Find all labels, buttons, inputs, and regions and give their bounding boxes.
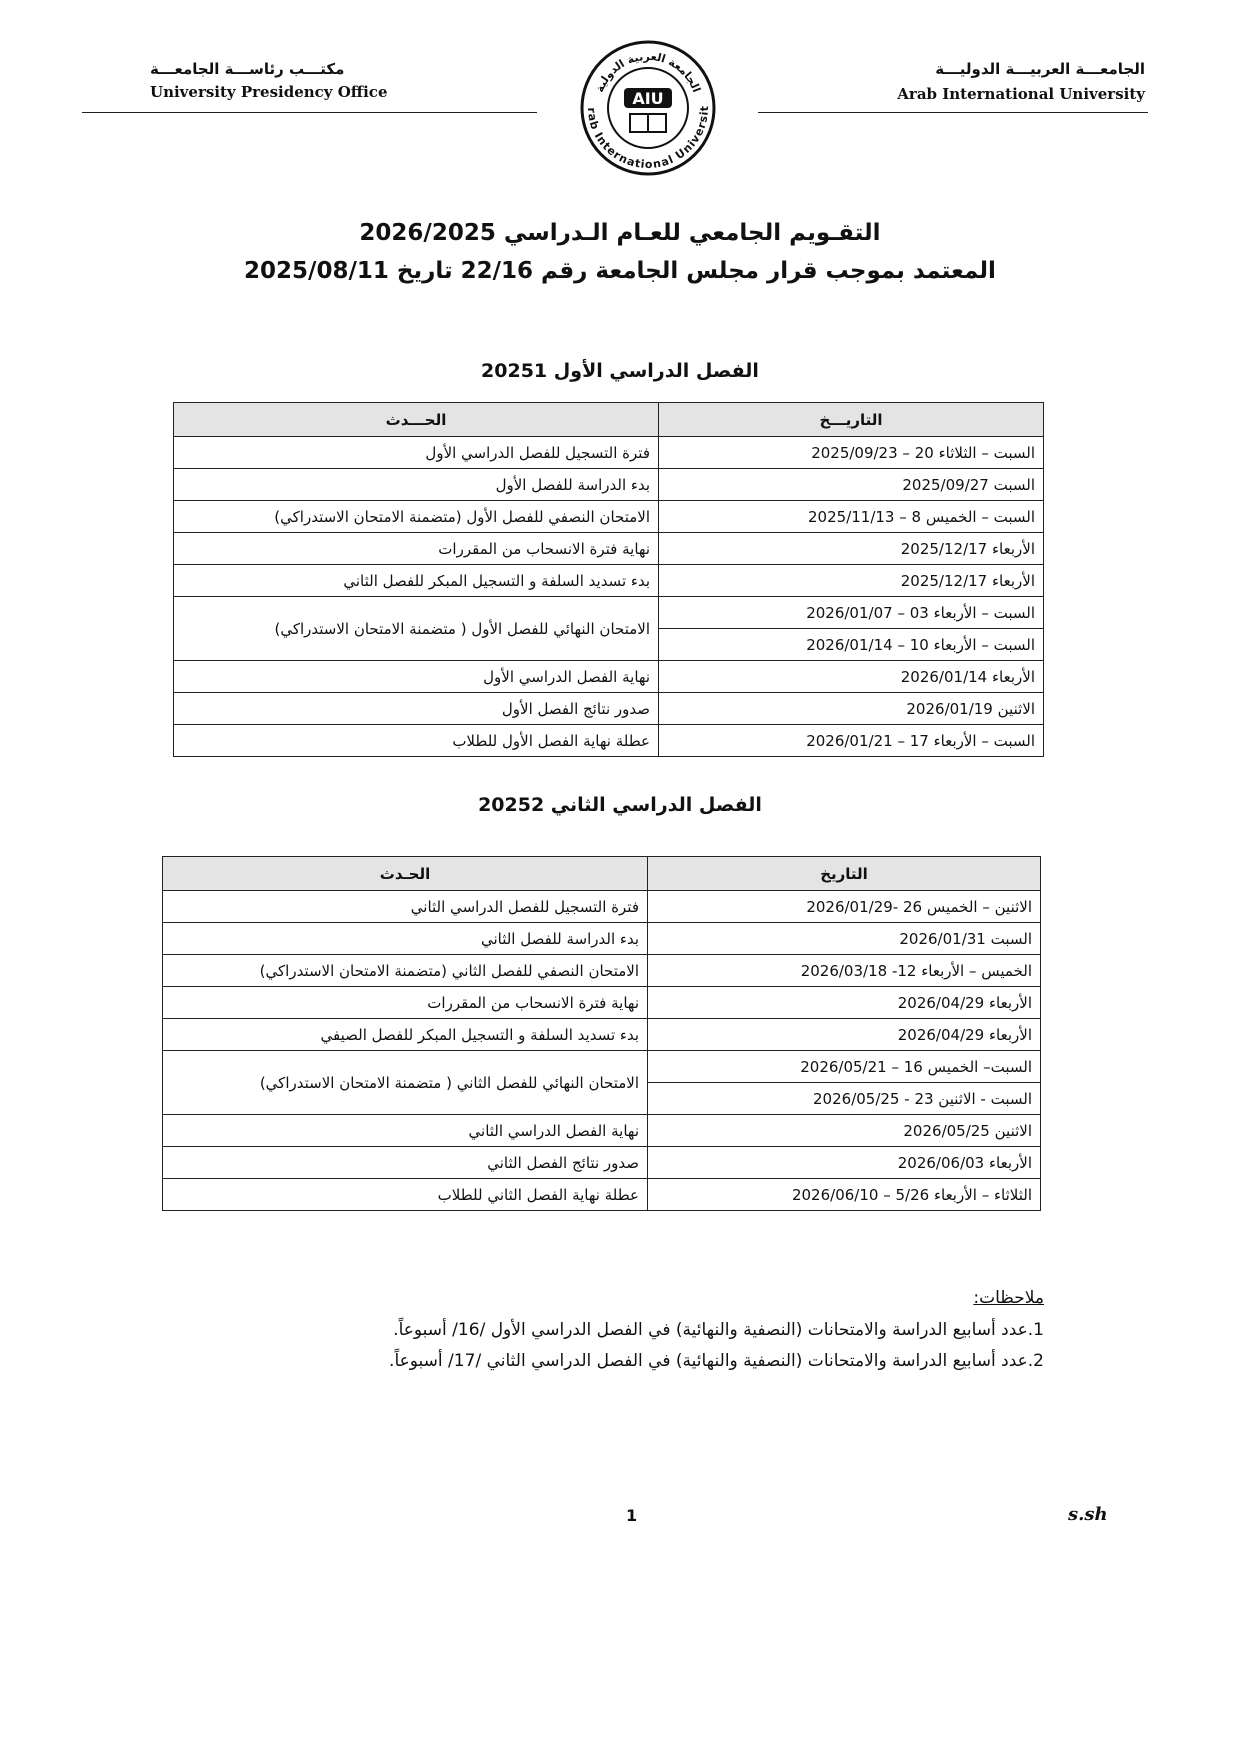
logo-ring <box>607 67 689 149</box>
header-rule <box>758 112 1148 113</box>
date-cell: السبت 2025/09/27 <box>658 468 1044 501</box>
row: السبت– الخميس 16 – 2026/05/21 الامتحان ال… <box>162 1050 1041 1115</box>
event-cell: بدء تسديد السلفة و التسجيل المبكر للفصل … <box>173 564 659 597</box>
notes-title: ملاحظات: <box>973 1288 1044 1308</box>
event-cell: الامتحان النهائي للفصل الثاني ( متضمنة ا… <box>162 1050 648 1115</box>
date-cell: الخميس – الأربعاء 12- 2026/03/18 <box>647 954 1041 987</box>
logo-arc-ar-path: الجامعة العربية الدولية <box>593 50 703 94</box>
event-cell: نهاية الفصل الدراسي الأول <box>173 660 659 693</box>
row: السبت – الأربعاء 17 – 2026/01/21 عطلة نها… <box>173 724 1044 757</box>
date-cell: الأربعاء 2025/12/17 <box>658 564 1044 597</box>
event-cell: فترة التسجيل للفصل الدراسي الثاني <box>162 890 648 923</box>
semester-table: التاريخ الحـدث الاثنين – الخميس 26 -2026/0… <box>162 856 1041 1211</box>
row: الأربعاء 2026/04/29 بدء تسديد السلفة و ال… <box>162 1018 1041 1051</box>
initials: s.sh <box>1068 1504 1108 1525</box>
event-cell: بدء الدراسة للفصل الثاني <box>162 922 648 955</box>
event-cell: نهاية الفصل الدراسي الثاني <box>162 1114 648 1147</box>
event-cell: صدور نتائج الفصل الثاني <box>162 1146 648 1179</box>
header-right-ar: الجامعـــة العربيـــة الدوليـــة <box>935 60 1145 78</box>
logo-arc-ar: الجامعة العربية الدولية <box>593 50 703 94</box>
row: الأربعاء 2026/06/03 صدور نتائج الفصل الثا… <box>162 1146 1041 1179</box>
title-line: التقـويم الجامعي للعـام الـدراسي 2026/20… <box>359 220 881 246</box>
row: السبت – الأربعاء 03 – 2026/01/07 الامتحان… <box>173 596 1044 661</box>
event-cell: بدء تسديد السلفة و التسجيل المبكر للفصل … <box>162 1018 648 1051</box>
date-cell: الاثنين – الخميس 26 -2026/01/29 <box>647 890 1041 923</box>
row: الأربعاء 2026/01/14 نهاية الفصل الدراسي ا… <box>173 660 1044 693</box>
logo-abbr: AIU <box>632 89 663 108</box>
date-cell: الأربعاء 2026/06/03 <box>647 1146 1041 1179</box>
header-left-en: University Presidency Office <box>150 83 388 101</box>
header-row: التاريخ الحـدث <box>162 856 1041 891</box>
date-cell: الثلاثاء – الأربعاء 5/26 – 2026/06/10 <box>647 1178 1041 1211</box>
row: السبت – الثلاثاء 20 – 2025/09/23 فترة الت… <box>173 436 1044 469</box>
event-cell: نهاية فترة الانسحاب من المقررات <box>162 986 648 1019</box>
event-cell: بدء الدراسة للفصل الأول <box>173 468 659 501</box>
header-cell: الحـــدث <box>173 402 659 437</box>
header-left-ar: مكتـــب رئاســـة الجامعـــة <box>150 60 345 78</box>
row: الثلاثاء – الأربعاء 5/26 – 2026/06/10 عطل… <box>162 1178 1041 1211</box>
event-cell: الامتحان النهائي للفصل الأول ( متضمنة ال… <box>173 596 659 661</box>
page-number: 1 <box>626 1506 638 1525</box>
event-cell: فترة التسجيل للفصل الدراسي الأول <box>173 436 659 469</box>
event-cell: نهاية فترة الانسحاب من المقررات <box>173 532 659 565</box>
row: الخميس – الأربعاء 12- 2026/03/18 الامتحان… <box>162 954 1041 987</box>
event-cell: عطلة نهاية الفصل الثاني للطلاب <box>162 1178 648 1211</box>
event-cell: الامتحان النصفي للفصل الثاني (متضمنة الا… <box>162 954 648 987</box>
logo-ring <box>580 40 716 176</box>
event-cell: عطلة نهاية الفصل الأول للطلاب <box>173 724 659 757</box>
date-cell: السبت – الخميس 8 – 2025/11/13 <box>658 500 1044 533</box>
semester-title: الفصل الدراسي الثاني 20252 <box>478 794 762 816</box>
row: الاثنين 2026/05/25 نهاية الفصل الدراسي ال… <box>162 1114 1041 1147</box>
logo: الجامعة العربية الدولية Arab Internation… <box>578 38 716 176</box>
row: الأربعاء 2025/12/17 نهاية فترة الانسحاب م… <box>173 532 1044 565</box>
date-cell: السبت – الأربعاء 17 – 2026/01/21 <box>658 724 1044 757</box>
row: السبت - الاثنين 23 - 2026/05/25 <box>163 1082 1041 1115</box>
header-right-en: Arab International University <box>897 85 1145 103</box>
header-cell: التاريـــخ <box>658 402 1044 437</box>
header-rule <box>82 112 537 113</box>
date-cell: الاثنين 2026/05/25 <box>647 1114 1041 1147</box>
row: الاثنين 2026/01/19 صدور نتائج الفصل الأول <box>173 692 1044 725</box>
date-cell: الأربعاء 2026/04/29 <box>647 986 1041 1019</box>
note-item: 1.عدد أسابيع الدراسة والامتحانات (النصفي… <box>393 1320 1044 1340</box>
semester-table: التاريـــخ الحـــدث السبت – الثلاثاء 20 – … <box>173 402 1044 757</box>
date-cell: الاثنين 2026/01/19 <box>658 692 1044 725</box>
event-cell: الامتحان النصفي للفصل الأول (متضمنة الام… <box>173 500 659 533</box>
header-cell: التاريخ <box>647 856 1041 891</box>
date-cell: السبت 2026/01/31 <box>647 922 1041 955</box>
date-cell: الأربعاء 2025/12/17 <box>658 532 1044 565</box>
header-cell: الحـدث <box>162 856 648 891</box>
row: السبت – الخميس 8 – 2025/11/13 الامتحان ال… <box>173 500 1044 533</box>
date-cell: السبت – الأربعاء 10 – 2026/01/14 <box>658 628 1044 661</box>
date-cell: السبت - الاثنين 23 - 2026/05/25 <box>647 1082 1041 1115</box>
note-item: 2.عدد أسابيع الدراسة والامتحانات (النصفي… <box>389 1351 1044 1371</box>
date-cell: السبت– الخميس 16 – 2026/05/21 <box>647 1050 1041 1083</box>
row: الأربعاء 2025/12/17 بدء تسديد السلفة و ال… <box>173 564 1044 597</box>
date-cell: السبت – الثلاثاء 20 – 2025/09/23 <box>658 436 1044 469</box>
row: الاثنين – الخميس 26 -2026/01/29 فترة التس… <box>162 890 1041 923</box>
title-line: المعتمد بموجب قرار مجلس الجامعة رقم 22/1… <box>244 258 996 284</box>
event-cell: صدور نتائج الفصل الأول <box>173 692 659 725</box>
row: السبت – الأربعاء 10 – 2026/01/14 <box>174 628 1044 661</box>
date-cell: الأربعاء 2026/01/14 <box>658 660 1044 693</box>
logo-badge <box>624 88 672 108</box>
header-row: التاريـــخ الحـــدث <box>173 402 1044 437</box>
row: السبت 2026/01/31 بدء الدراسة للفصل الثاني <box>162 922 1041 955</box>
row: السبت 2025/09/27 بدء الدراسة للفصل الأول <box>173 468 1044 501</box>
date-cell: الأربعاء 2026/04/29 <box>647 1018 1041 1051</box>
semester-title: الفصل الدراسي الأول 20251 <box>481 360 759 382</box>
row: الأربعاء 2026/04/29 نهاية فترة الانسحاب م… <box>162 986 1041 1019</box>
date-cell: السبت – الأربعاء 03 – 2026/01/07 <box>658 596 1044 629</box>
